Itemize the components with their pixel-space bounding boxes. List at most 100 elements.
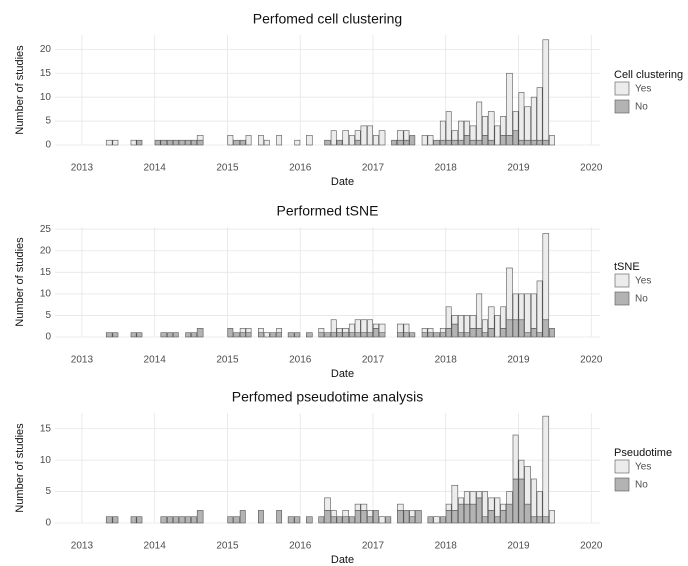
bar bbox=[342, 510, 349, 518]
bar bbox=[354, 130, 361, 141]
bar bbox=[530, 478, 537, 518]
bar bbox=[185, 139, 192, 146]
legend-title: Pseudotime bbox=[614, 447, 672, 459]
bar bbox=[160, 516, 168, 524]
bar bbox=[439, 516, 446, 524]
bar bbox=[506, 491, 513, 505]
bar bbox=[421, 328, 428, 333]
bar bbox=[518, 319, 525, 338]
bar bbox=[427, 516, 434, 524]
bar bbox=[518, 478, 525, 524]
x-tick-label: 2016 bbox=[289, 541, 312, 552]
bar bbox=[160, 332, 168, 338]
bar bbox=[524, 466, 531, 505]
x-tick-label: 2013 bbox=[71, 355, 94, 366]
bar bbox=[330, 130, 337, 146]
x-tick-label: 2020 bbox=[580, 355, 603, 366]
bar bbox=[178, 516, 186, 524]
bar bbox=[458, 497, 464, 505]
bar bbox=[318, 516, 325, 524]
bar bbox=[445, 328, 452, 338]
bar bbox=[512, 434, 519, 480]
bar bbox=[336, 328, 343, 333]
y-tick-label: 10 bbox=[40, 289, 52, 300]
y-tick-label: 20 bbox=[40, 245, 52, 256]
bar bbox=[196, 139, 204, 146]
bar bbox=[487, 139, 495, 146]
bar bbox=[500, 328, 507, 338]
y-tick-label: 15 bbox=[40, 68, 52, 79]
legend-title: Cell clustering bbox=[614, 69, 683, 81]
bar bbox=[530, 96, 537, 141]
bar bbox=[239, 510, 246, 524]
bar bbox=[324, 510, 331, 524]
bar bbox=[482, 135, 488, 146]
bar bbox=[372, 135, 379, 146]
bar bbox=[367, 516, 373, 524]
bar bbox=[458, 120, 464, 141]
bar bbox=[318, 328, 325, 333]
bar bbox=[396, 323, 404, 333]
bar bbox=[239, 139, 246, 146]
bar bbox=[287, 332, 295, 338]
legend-label: No bbox=[635, 480, 648, 491]
bar bbox=[354, 319, 361, 333]
bar bbox=[378, 130, 386, 146]
x-tick-label: 2017 bbox=[362, 355, 385, 366]
legend-label: Yes bbox=[635, 462, 651, 473]
bar bbox=[512, 130, 519, 146]
bar bbox=[245, 135, 252, 146]
bar bbox=[342, 130, 349, 146]
bar bbox=[427, 332, 434, 338]
bar bbox=[536, 491, 543, 518]
x-tick-label: 2013 bbox=[71, 541, 94, 552]
bar bbox=[494, 516, 501, 524]
bar bbox=[306, 516, 313, 524]
bar bbox=[530, 293, 537, 329]
bar bbox=[476, 497, 483, 524]
x-axis-label: Date bbox=[331, 368, 354, 380]
bar bbox=[354, 139, 361, 146]
bar bbox=[287, 516, 295, 524]
bar bbox=[276, 135, 283, 146]
bar bbox=[403, 139, 410, 146]
bar bbox=[276, 510, 283, 524]
bar bbox=[354, 510, 361, 524]
legend-swatch bbox=[614, 273, 630, 288]
bar bbox=[105, 139, 113, 146]
bar bbox=[439, 328, 446, 333]
bar bbox=[330, 510, 337, 518]
x-tick-label: 2019 bbox=[507, 541, 530, 552]
bar bbox=[506, 267, 513, 321]
bar bbox=[330, 319, 337, 333]
bar bbox=[367, 510, 373, 518]
bar bbox=[487, 306, 495, 329]
bar bbox=[306, 135, 313, 146]
bar bbox=[378, 323, 386, 333]
bar bbox=[185, 516, 192, 524]
bar bbox=[294, 516, 301, 524]
bar bbox=[258, 332, 264, 338]
bar bbox=[536, 280, 543, 333]
legend-label: Yes bbox=[635, 84, 651, 95]
bar bbox=[227, 328, 234, 338]
y-tick-label: 0 bbox=[45, 518, 51, 529]
bar bbox=[451, 315, 459, 325]
bar bbox=[276, 332, 283, 338]
bar bbox=[330, 332, 337, 338]
bar bbox=[518, 293, 525, 321]
bar bbox=[167, 139, 173, 146]
bar bbox=[185, 332, 192, 338]
bar bbox=[258, 510, 264, 524]
y-tick-label: 0 bbox=[45, 332, 51, 343]
x-tick-label: 2016 bbox=[289, 163, 312, 174]
bar bbox=[439, 120, 446, 141]
bar bbox=[542, 415, 550, 518]
bar bbox=[451, 510, 459, 524]
bar bbox=[518, 92, 525, 141]
x-tick-label: 2015 bbox=[216, 355, 239, 366]
bar bbox=[524, 332, 531, 338]
bar bbox=[258, 328, 264, 333]
bar bbox=[439, 332, 446, 338]
bar bbox=[445, 503, 452, 511]
